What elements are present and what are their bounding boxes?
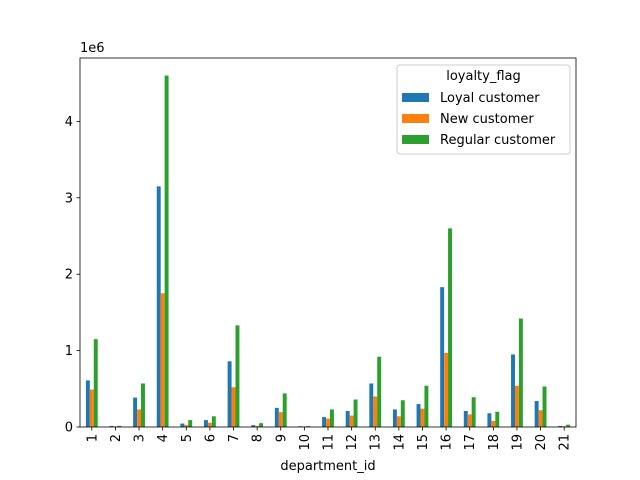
bar-3-regular-customer	[141, 383, 145, 427]
bar-4-new-customer	[160, 293, 165, 427]
x-tick-label: 12	[345, 434, 360, 451]
x-tick-label: 15	[416, 434, 431, 451]
x-tick-label: 7	[227, 434, 242, 442]
bar-12-loyal-customer	[345, 410, 350, 427]
bar-6-new-customer	[207, 422, 212, 427]
y-tick-label: 0	[65, 421, 73, 436]
bar-14-regular-customer	[400, 400, 405, 427]
bar-16-loyal-customer	[440, 287, 445, 427]
bar-11-loyal-customer	[322, 417, 327, 427]
legend-title: loyalty_flag	[446, 69, 521, 84]
bar-9-regular-customer	[282, 393, 287, 427]
x-tick-label: 2	[109, 434, 124, 442]
legend-label: New customer	[440, 112, 534, 127]
bar-1-regular-customer	[93, 339, 98, 427]
bar-21-regular-customer	[566, 424, 571, 427]
bar-2-loyal-customer	[109, 425, 114, 427]
x-tick-label: 1	[85, 434, 100, 442]
bar-8-regular-customer	[259, 423, 264, 427]
bars-group	[85, 75, 571, 427]
x-tick-label: 11	[322, 434, 337, 451]
x-tick-label: 14	[392, 434, 407, 451]
bar-18-regular-customer	[495, 411, 500, 427]
legend-label: Regular customer	[440, 133, 556, 148]
bar-9-loyal-customer	[274, 407, 279, 427]
bar-6-loyal-customer	[204, 420, 208, 427]
bar-5-new-customer	[184, 424, 189, 427]
bar-14-new-customer	[396, 416, 401, 427]
bar-20-regular-customer	[542, 386, 547, 427]
bar-16-regular-customer	[448, 228, 452, 427]
bar-8-new-customer	[255, 425, 260, 427]
x-axis-label: department_id	[280, 459, 375, 474]
x-tick-label: 20	[534, 434, 549, 451]
x-tick-label: 4	[156, 434, 171, 442]
x-tick-label: 21	[558, 434, 573, 451]
bar-4-loyal-customer	[156, 186, 161, 427]
bar-17-regular-customer	[471, 397, 476, 427]
legend-swatch	[402, 93, 429, 102]
bar-21-loyal-customer	[558, 425, 563, 427]
x-tick-label: 8	[251, 434, 266, 442]
legend-box	[396, 64, 571, 155]
y-tick-label: 3	[65, 191, 73, 206]
bar-5-regular-customer	[188, 420, 193, 427]
bar-15-new-customer	[420, 408, 425, 427]
legend: loyalty_flag Loyal customer New customer Re…	[396, 64, 571, 155]
x-tick-label: 13	[369, 434, 384, 451]
x-tick-label: 6	[203, 434, 218, 442]
bar-11-new-customer	[326, 418, 330, 427]
bar-8-loyal-customer	[251, 425, 256, 427]
bar-7-regular-customer	[235, 325, 240, 427]
bar-12-new-customer	[349, 415, 354, 427]
bar-1-loyal-customer	[85, 380, 90, 427]
bar-4-regular-customer	[164, 75, 169, 427]
y-tick-label: 4	[65, 115, 73, 130]
y-tick-label: 1	[65, 344, 73, 359]
bar-12-regular-customer	[353, 399, 358, 427]
bar-10-regular-customer	[306, 426, 311, 427]
x-tick-label: 19	[510, 434, 525, 451]
x-tick-label: 18	[487, 434, 502, 451]
y-axis-offset-text: 1e6	[80, 41, 105, 56]
bar-20-loyal-customer	[534, 401, 539, 427]
bar-17-loyal-customer	[463, 410, 468, 427]
bar-20-new-customer	[538, 410, 543, 427]
bar-13-regular-customer	[377, 356, 382, 427]
y-tick-label: 2	[65, 268, 73, 283]
bar-11-regular-customer	[329, 409, 334, 427]
bar-19-new-customer	[514, 385, 519, 427]
bar-9-new-customer	[278, 412, 283, 427]
bar-2-regular-customer	[117, 425, 122, 427]
x-tick-label: 9	[274, 434, 289, 442]
bar-17-new-customer	[467, 414, 472, 427]
bar-5-loyal-customer	[180, 423, 185, 427]
x-tick-label: 3	[133, 434, 148, 442]
bar-15-regular-customer	[424, 385, 429, 427]
bar-13-loyal-customer	[369, 383, 374, 427]
bar-19-loyal-customer	[511, 354, 515, 427]
legend-swatch	[402, 114, 429, 123]
bar-16-new-customer	[444, 352, 449, 427]
legend-swatch	[402, 135, 429, 144]
bar-15-loyal-customer	[416, 404, 421, 427]
x-tick-label: 10	[298, 434, 313, 451]
bar-7-new-customer	[231, 387, 236, 427]
bar-19-regular-customer	[518, 318, 523, 427]
bar-18-loyal-customer	[487, 413, 492, 427]
bar-3-loyal-customer	[133, 397, 138, 427]
x-tick-label: 5	[180, 434, 195, 442]
bar-14-loyal-customer	[392, 409, 397, 427]
legend-label: Loyal customer	[440, 91, 540, 106]
x-tick-label: 16	[440, 434, 455, 451]
bar-13-new-customer	[373, 396, 378, 427]
bar-6-regular-customer	[211, 416, 216, 427]
x-tick-label: 17	[463, 434, 478, 451]
bar-1-new-customer	[89, 389, 94, 427]
bar-18-new-customer	[491, 420, 496, 427]
bar-7-loyal-customer	[227, 361, 232, 427]
bar-3-new-customer	[137, 409, 142, 427]
